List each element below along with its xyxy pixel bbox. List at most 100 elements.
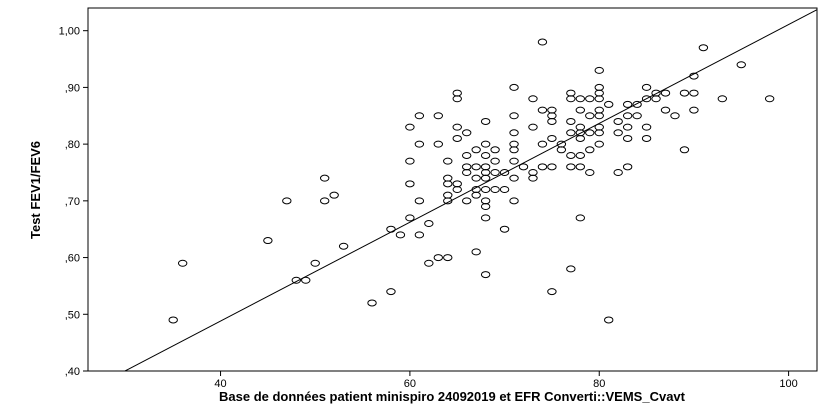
data-point [547, 134, 557, 142]
y-axis-title: Test FEV1/FEV6 [28, 141, 43, 239]
x-tick-label: 80 [593, 378, 605, 390]
data-point [575, 134, 586, 142]
data-point [594, 112, 604, 120]
data-point [367, 299, 377, 307]
data-point [462, 197, 472, 205]
data-point [566, 129, 576, 137]
data-point [480, 151, 491, 159]
data-point [405, 157, 415, 165]
data-point [566, 117, 576, 125]
data-point [480, 140, 491, 148]
data-point [509, 197, 519, 205]
data-point [471, 163, 481, 171]
data-point [566, 265, 576, 273]
data-point [736, 61, 746, 69]
data-point [471, 248, 481, 256]
data-point [490, 157, 500, 165]
data-point [575, 151, 586, 159]
data-point [641, 123, 652, 131]
data-point [301, 276, 311, 284]
data-point [585, 129, 595, 137]
y-tick-label: ,80 [65, 139, 80, 151]
data-point [528, 174, 538, 182]
data-point [509, 146, 519, 154]
data-point [641, 83, 652, 91]
data-point [414, 140, 425, 148]
data-point [452, 95, 462, 103]
data-point [499, 168, 510, 176]
data-point [566, 163, 576, 171]
y-tick-label: ,90 [65, 82, 80, 94]
data-point [471, 174, 481, 182]
data-point [547, 117, 557, 125]
data-point [537, 140, 548, 148]
data-point [632, 112, 642, 120]
plot-frame [87, 7, 818, 372]
data-point [622, 100, 633, 108]
data-point [319, 174, 330, 182]
data-point [490, 186, 500, 193]
data-point [443, 157, 453, 165]
data-point [537, 38, 548, 46]
data-point [499, 186, 510, 193]
data-point [622, 112, 633, 120]
data-point [386, 288, 396, 296]
data-point [717, 95, 728, 103]
data-point [566, 95, 576, 103]
data-points [168, 38, 775, 324]
data-point [594, 66, 604, 74]
x-tick-label: 100 [779, 378, 797, 390]
data-point [641, 134, 652, 142]
data-point [480, 203, 491, 211]
data-point [670, 112, 680, 120]
data-point [528, 95, 538, 103]
data-point [509, 157, 519, 165]
y-tick-label: 1,00 [59, 26, 80, 38]
data-point [660, 89, 671, 97]
data-point [499, 225, 510, 233]
data-point [679, 146, 690, 154]
data-point [462, 168, 472, 176]
data-point [537, 163, 548, 171]
data-point [594, 140, 604, 148]
data-point [433, 112, 443, 120]
data-point [168, 316, 178, 324]
y-tick-label: ,40 [65, 366, 80, 378]
data-point [405, 123, 415, 131]
y-tick-label: ,70 [65, 196, 80, 208]
data-point [528, 123, 538, 131]
x-axis: 40 60 80 100 [214, 371, 798, 390]
regression-line [124, 9, 818, 372]
data-point [480, 186, 491, 193]
data-point [622, 134, 633, 142]
data-point [764, 95, 775, 103]
data-point [443, 197, 453, 205]
data-point [613, 168, 623, 176]
data-point [509, 129, 519, 137]
y-tick-label: ,60 [65, 253, 80, 265]
data-point [509, 83, 519, 91]
data-point [613, 129, 623, 137]
data-point [462, 151, 472, 159]
x-tick-label: 40 [214, 378, 226, 390]
data-point [414, 231, 425, 239]
data-point [433, 140, 443, 148]
data-point [490, 168, 500, 176]
data-point [585, 146, 595, 154]
data-point [651, 95, 661, 103]
data-point [452, 134, 462, 142]
data-point [585, 168, 595, 176]
data-point [433, 254, 443, 262]
data-point [585, 95, 595, 103]
data-point [547, 163, 557, 171]
data-point [471, 191, 481, 199]
data-point [405, 214, 415, 222]
data-point [585, 112, 595, 120]
data-point [319, 197, 330, 205]
data-point [424, 259, 434, 267]
y-axis: ,40 ,50 ,60 ,70 ,80 ,90 1,00 [59, 26, 88, 378]
data-point [395, 231, 406, 239]
data-point [424, 220, 434, 228]
data-point [291, 276, 301, 284]
